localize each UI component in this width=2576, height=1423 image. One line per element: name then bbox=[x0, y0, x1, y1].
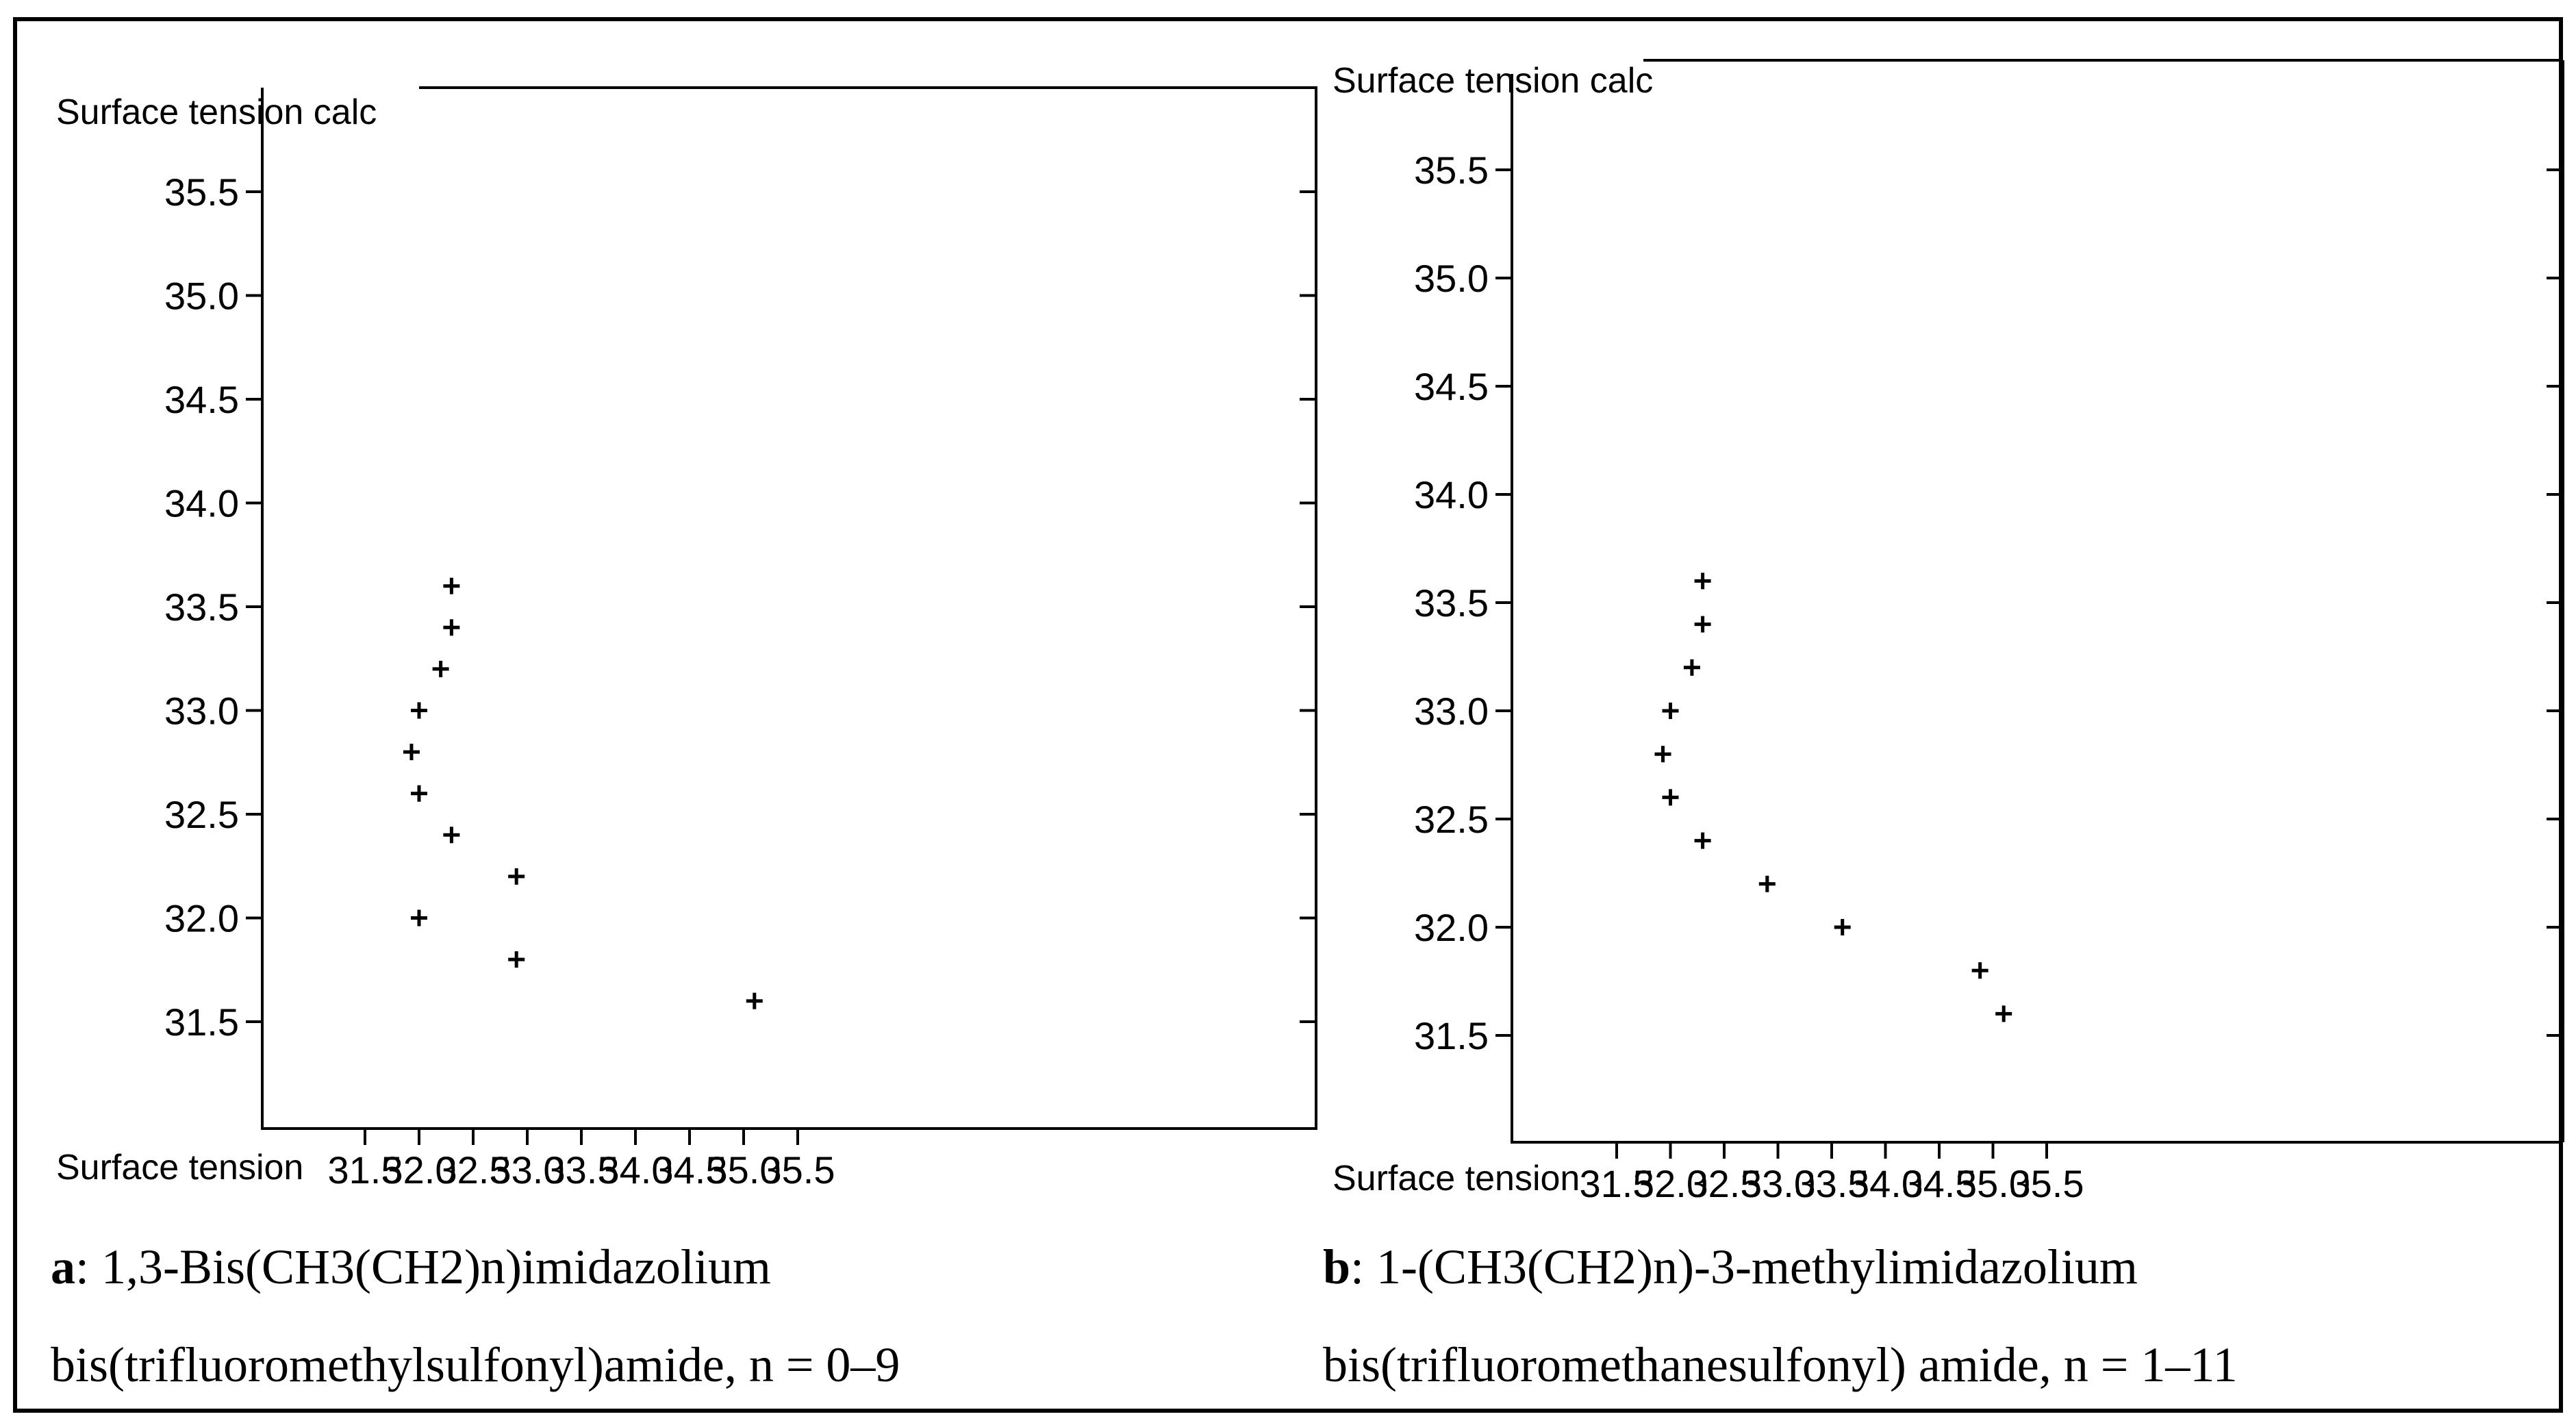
x-tick-label-b: 34.0 bbox=[1848, 1162, 1923, 1205]
data-point-a-4 bbox=[403, 744, 420, 761]
data-point-b-5 bbox=[1662, 789, 1679, 806]
data-point-b-9 bbox=[1971, 962, 1988, 979]
caption-b-text: : 1-(CH3(CH2)n)-3-methylimidazolium bbox=[1350, 1239, 2138, 1294]
caption-a-line1: a: 1,3-Bis(CH3(CH2)n)imidazolium bbox=[51, 1239, 771, 1294]
y-tick-label-b: 32.0 bbox=[1414, 906, 1489, 949]
plot-frame-b bbox=[1511, 59, 2563, 1144]
data-point-a-2 bbox=[432, 660, 449, 677]
y-axis-title-b: Surface tension calc bbox=[1333, 61, 1653, 101]
data-point-b-8 bbox=[1834, 919, 1851, 935]
x-tick-label-b: 34.5 bbox=[1902, 1162, 1977, 1205]
y-tick-label-a: 35.0 bbox=[164, 275, 239, 318]
plot-frame-a bbox=[261, 86, 1317, 1130]
y-tick-label-b: 34.0 bbox=[1414, 473, 1489, 516]
data-point-b-3 bbox=[1662, 703, 1679, 719]
data-point-b-2 bbox=[1683, 659, 1700, 676]
data-point-a-10 bbox=[746, 992, 763, 1009]
y-tick-label-a: 33.5 bbox=[164, 585, 239, 629]
caption-a-line2: bis(trifluoromethylsulfonyl)amide, n = 0… bbox=[51, 1337, 900, 1392]
plot-area-a: 31.532.032.533.033.534.034.535.035.5 31.… bbox=[164, 86, 1317, 1192]
panel-b: 31.532.032.533.033.534.034.535.035.5 31.… bbox=[1323, 59, 2564, 1392]
plot-area-b: 31.532.032.533.033.534.034.535.035.5 31.… bbox=[1414, 59, 2564, 1205]
caption-b-label: b bbox=[1323, 1239, 1350, 1294]
y-tick-label-b: 34.5 bbox=[1414, 365, 1489, 408]
y-tick-label-b: 33.5 bbox=[1414, 581, 1489, 625]
data-point-a-5 bbox=[411, 785, 427, 802]
x-tick-label-b: 32.5 bbox=[1687, 1162, 1762, 1205]
data-point-b-7 bbox=[1758, 875, 1776, 892]
caption-a-text: : 1,3-Bis(CH3(CH2)n)imidazolium bbox=[75, 1239, 771, 1294]
y-tick-label-a: 31.5 bbox=[164, 1000, 239, 1044]
y-tick-label-a: 34.0 bbox=[164, 482, 239, 525]
x-tick-label-a: 31.5 bbox=[328, 1148, 403, 1192]
data-point-a-6 bbox=[443, 827, 460, 844]
y-axis-title-a: Surface tension calc bbox=[56, 92, 377, 132]
x-tick-label-a: 33.0 bbox=[490, 1148, 565, 1192]
x-tick-label-a: 35.0 bbox=[707, 1148, 781, 1192]
data-point-b-0 bbox=[1694, 572, 1711, 590]
x-tick-label-a: 34.5 bbox=[653, 1148, 727, 1192]
x-tick-label-b: 35.0 bbox=[1956, 1162, 2030, 1205]
data-point-b-1 bbox=[1694, 616, 1711, 633]
y-tick-label-b: 31.5 bbox=[1414, 1014, 1489, 1057]
y-ticks-a: 31.5 32.0 32.5 33.0 33.5 34.0 34.5 35.0 35.5 bbox=[164, 171, 1316, 1044]
y-tick-label-a: 33.0 bbox=[164, 690, 239, 733]
y-ticks-b: 31.5 32.0 32.5 33.0 33.5 34.0 34.5 35.0 35.5 bbox=[1414, 149, 2563, 1057]
caption-b-line2: bis(trifluoromethanesulfonyl) amide, n =… bbox=[1323, 1337, 2238, 1392]
x-tick-label-a: 32.0 bbox=[382, 1148, 457, 1192]
x-tick-label-a: 34.0 bbox=[598, 1148, 673, 1192]
y-tick-label-a: 35.5 bbox=[164, 171, 239, 214]
data-point-a-8 bbox=[411, 909, 427, 927]
data-point-a-7 bbox=[508, 868, 525, 885]
x-tick-label-a: 32.5 bbox=[436, 1148, 511, 1192]
y-tick-label-a: 34.5 bbox=[164, 378, 239, 421]
y-tick-label-b: 33.0 bbox=[1414, 690, 1489, 733]
y-tick-label-b: 35.0 bbox=[1414, 257, 1489, 300]
caption-b-line1: b: 1-(CH3(CH2)n)-3-methylimidazolium bbox=[1323, 1239, 2138, 1294]
x-tick-label-b: 33.5 bbox=[1795, 1162, 1869, 1205]
data-points-a bbox=[403, 577, 763, 1009]
y-tick-label-b: 32.5 bbox=[1414, 798, 1489, 841]
x-axis-title-a: Surface tension bbox=[56, 1148, 303, 1187]
y-tick-label-a: 32.0 bbox=[164, 897, 239, 940]
caption-a-label: a bbox=[51, 1239, 75, 1294]
x-tick-label-b: 35.5 bbox=[2010, 1162, 2084, 1205]
x-ticks-a: 31.532.032.533.033.534.034.535.035.5 bbox=[328, 1129, 835, 1192]
data-point-a-0 bbox=[443, 577, 460, 594]
data-point-b-6 bbox=[1694, 832, 1711, 849]
data-point-b-4 bbox=[1654, 746, 1671, 763]
x-tick-label-a: 35.5 bbox=[761, 1148, 835, 1192]
data-point-a-9 bbox=[508, 951, 525, 968]
data-point-a-1 bbox=[443, 619, 460, 636]
x-ticks-b: 31.532.032.533.033.534.034.535.035.5 bbox=[1580, 1142, 2084, 1205]
x-tick-label-a: 33.5 bbox=[544, 1148, 619, 1192]
x-tick-label-b: 31.5 bbox=[1580, 1162, 1654, 1205]
panel-a: 31.532.032.533.033.534.034.535.035.5 31.… bbox=[51, 86, 1317, 1392]
data-point-a-3 bbox=[411, 702, 427, 719]
data-point-b-10 bbox=[1995, 1005, 2012, 1022]
data-points-b bbox=[1654, 572, 2012, 1022]
y-tick-label-a: 32.5 bbox=[164, 793, 239, 836]
y-tick-label-b: 35.5 bbox=[1414, 149, 1489, 192]
x-axis-title-b: Surface tension bbox=[1333, 1159, 1580, 1198]
x-tick-label-b: 32.0 bbox=[1633, 1162, 1708, 1205]
figure-frame bbox=[13, 17, 2563, 1413]
x-tick-label-b: 33.0 bbox=[1741, 1162, 1815, 1205]
